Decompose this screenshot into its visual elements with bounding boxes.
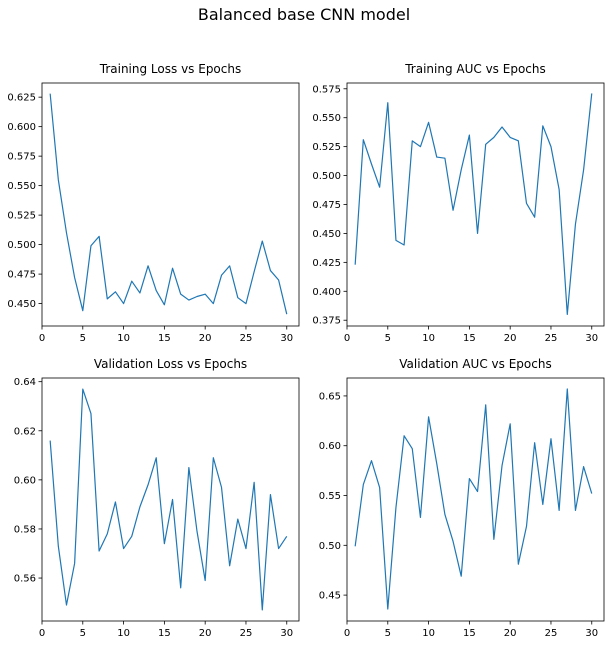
validation-auc-xtick-label: 30	[585, 628, 598, 639]
validation-auc-ytick-label: 0.65	[319, 391, 341, 402]
training-loss-ytick-label: 0.450	[7, 299, 36, 310]
training-loss-ytick-label: 0.625	[7, 93, 36, 104]
validation-auc-xtick-label: 0	[344, 628, 350, 639]
training-auc-ytick-label: 0.475	[312, 200, 341, 211]
validation-loss-ytick-label: 0.58	[14, 524, 36, 535]
validation-auc-title: Validation AUC vs Epochs	[399, 357, 551, 371]
training-loss-xtick-label: 10	[117, 333, 130, 344]
validation-loss-xtick-label: 15	[158, 628, 171, 639]
validation-auc-axes-frame	[346, 377, 605, 622]
training-auc-xtick-label: 10	[422, 333, 435, 344]
validation-auc-xtick-label: 10	[422, 628, 435, 639]
training-loss-ytick-label: 0.550	[7, 181, 36, 192]
validation-loss-ytick-label: 0.56	[14, 574, 36, 585]
training-auc-xtick-label: 30	[585, 333, 598, 344]
training-auc-xtick-label: 5	[385, 333, 391, 344]
training-auc-ytick-label: 0.400	[312, 287, 341, 298]
validation-auc-ytick-label: 0.60	[319, 441, 341, 452]
training-auc-ytick-label: 0.575	[312, 84, 341, 95]
validation-loss-subplot: Validation Loss vs Epochs 0 5 10 15 20 25 30 0.5…	[14, 357, 300, 639]
training-auc-ytick-label: 0.525	[312, 142, 341, 153]
validation-loss-ytick-label: 0.62	[14, 426, 36, 437]
training-loss-series-line	[49, 93, 288, 315]
validation-auc-subplot: Validation AUC vs Epochs 0 5 10 15 20 25 30 0.45…	[319, 357, 605, 639]
training-auc-series-line	[354, 93, 593, 316]
validation-loss-xtick-label: 25	[240, 628, 253, 639]
training-auc-ytick-label: 0.500	[312, 171, 341, 182]
validation-loss-xtick-label: 0	[39, 628, 45, 639]
training-loss-xtick-label: 25	[240, 333, 253, 344]
validation-loss-ytick-label: 0.64	[14, 377, 36, 388]
training-auc-ytick-label: 0.375	[312, 316, 341, 327]
training-auc-axes-frame	[346, 82, 605, 327]
training-auc-ytick-label: 0.550	[312, 113, 341, 124]
validation-auc-ytick-label: 0.55	[319, 491, 341, 502]
training-loss-xtick-label: 30	[280, 333, 293, 344]
training-loss-ytick-label: 0.500	[7, 240, 36, 251]
validation-loss-series-line	[49, 388, 288, 611]
validation-auc-xtick-label: 25	[545, 628, 558, 639]
validation-auc-xtick-label: 5	[385, 628, 391, 639]
validation-loss-axes-frame	[41, 377, 300, 622]
validation-loss-title: Validation Loss vs Epochs	[94, 357, 247, 371]
validation-auc-xtick-label: 15	[463, 628, 476, 639]
validation-loss-xtick-label: 30	[280, 628, 293, 639]
training-loss-title: Training Loss vs Epochs	[99, 62, 241, 76]
validation-loss-xtick-label: 5	[80, 628, 86, 639]
training-loss-ytick-label: 0.475	[7, 270, 36, 281]
training-auc-title: Training AUC vs Epochs	[404, 62, 546, 76]
training-loss-axes-frame	[41, 82, 300, 327]
validation-loss-ytick-label: 0.60	[14, 475, 36, 486]
training-loss-xtick-label: 0	[39, 333, 45, 344]
validation-loss-xtick-label: 10	[117, 628, 130, 639]
figure-suptitle: Balanced base CNN model	[198, 5, 410, 24]
training-loss-ytick-label: 0.575	[7, 152, 36, 163]
validation-auc-series-line	[354, 388, 593, 610]
training-auc-subplot: Training AUC vs Epochs 0 5 10 15 20 25 30 0.375 0…	[312, 62, 605, 344]
training-loss-xtick-label: 20	[199, 333, 212, 344]
training-loss-xtick-label: 5	[80, 333, 86, 344]
training-loss-ytick-label: 0.600	[7, 122, 36, 133]
training-auc-xtick-label: 20	[504, 333, 517, 344]
training-auc-xtick-label: 0	[344, 333, 350, 344]
validation-loss-xtick-label: 20	[199, 628, 212, 639]
validation-auc-ytick-label: 0.45	[319, 591, 341, 602]
training-auc-ytick-label: 0.425	[312, 258, 341, 269]
validation-auc-xtick-label: 20	[504, 628, 517, 639]
training-loss-ytick-label: 0.525	[7, 211, 36, 222]
training-loss-xtick-label: 15	[158, 333, 171, 344]
training-auc-ytick-label: 0.450	[312, 229, 341, 240]
training-auc-xtick-label: 25	[545, 333, 558, 344]
validation-auc-ytick-label: 0.50	[319, 541, 341, 552]
training-auc-xtick-label: 15	[463, 333, 476, 344]
training-loss-subplot: Training Loss vs Epochs 0 5 10 15 20 25 30 0.450…	[7, 62, 300, 344]
